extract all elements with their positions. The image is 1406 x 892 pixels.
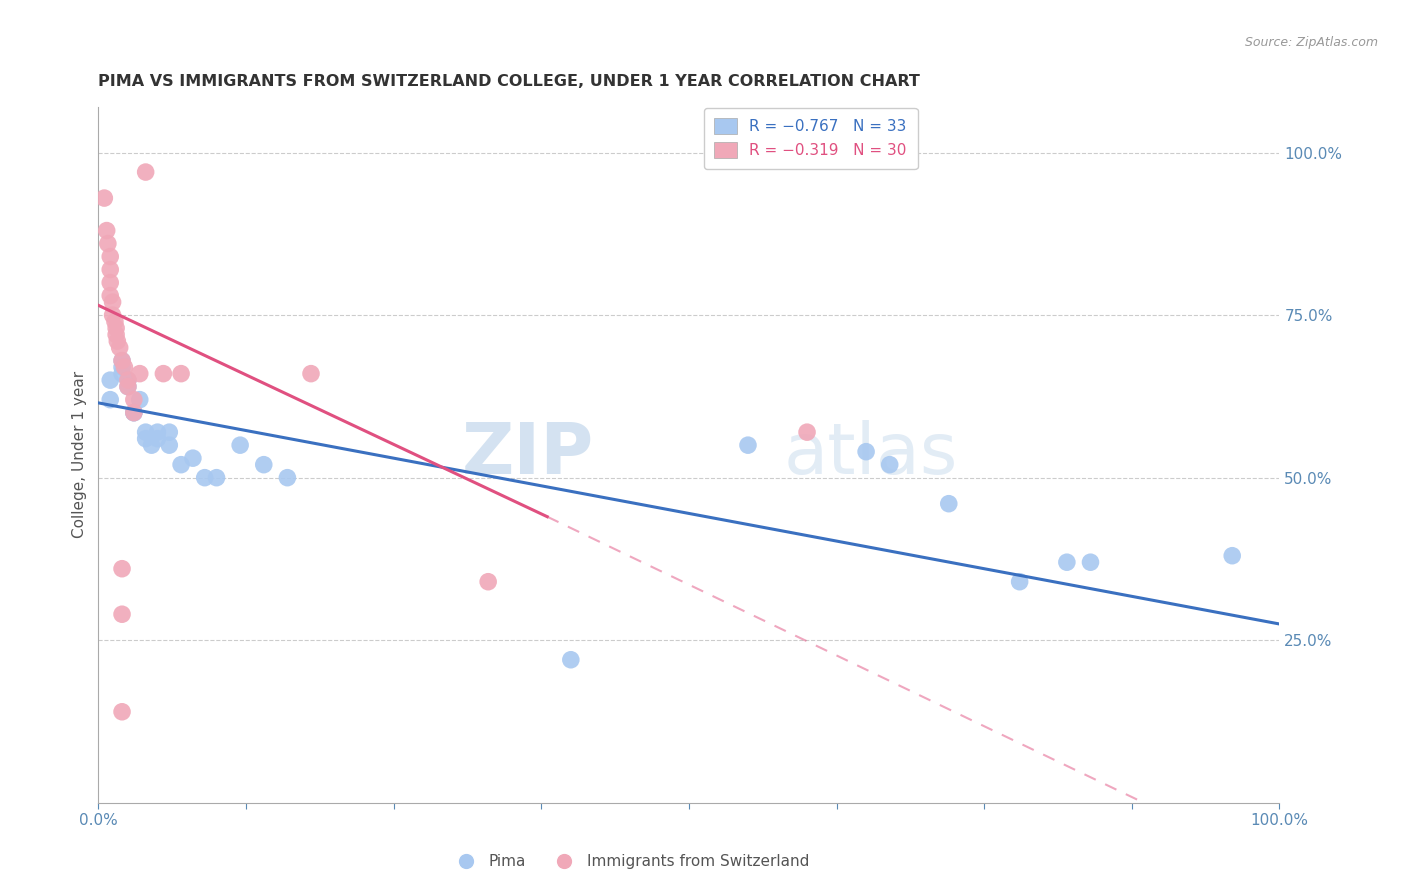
Point (299, 367, 322, 381)
Point (112, 360, 135, 375)
Point (111, 353, 134, 368)
Point (122, 406, 145, 420)
Point (105, 321, 128, 335)
Point (111, 607, 134, 622)
Point (157, 438, 180, 452)
Point (98, 288, 121, 302)
Point (101, 295, 124, 310)
Point (128, 392, 150, 407)
Point (135, 432, 157, 446)
Point (276, 471, 298, 485)
Point (796, 425, 818, 439)
Point (93, 191, 115, 205)
Point (117, 373, 139, 387)
Point (229, 438, 252, 452)
Text: atlas: atlas (783, 420, 957, 490)
Point (170, 367, 193, 381)
Point (122, 406, 145, 420)
Point (157, 425, 180, 439)
Point (205, 471, 228, 485)
Point (98, 250, 121, 264)
Point (111, 360, 134, 375)
Point (938, 497, 960, 511)
Point (879, 458, 901, 472)
Point (253, 458, 276, 472)
Point (98, 262, 121, 277)
Point (122, 392, 145, 407)
Text: ZIP: ZIP (463, 420, 595, 490)
Point (152, 367, 174, 381)
Point (105, 327, 128, 342)
Point (146, 425, 169, 439)
Point (141, 438, 163, 452)
Point (97, 236, 120, 251)
Point (117, 379, 139, 393)
Point (194, 471, 217, 485)
Point (170, 458, 193, 472)
Point (117, 373, 139, 387)
Point (111, 705, 134, 719)
Point (1008, 574, 1031, 589)
Point (146, 432, 169, 446)
Point (117, 379, 139, 393)
Point (1080, 555, 1102, 569)
Point (560, 653, 582, 667)
Point (108, 341, 131, 355)
Point (122, 406, 145, 420)
Point (1220, 549, 1243, 563)
Point (98, 276, 121, 290)
Point (96, 224, 118, 238)
Point (105, 334, 128, 348)
Point (181, 451, 204, 466)
Point (477, 574, 499, 589)
Text: PIMA VS IMMIGRANTS FROM SWITZERLAND COLLEGE, UNDER 1 YEAR CORRELATION CHART: PIMA VS IMMIGRANTS FROM SWITZERLAND COLL… (98, 74, 921, 89)
Point (111, 353, 134, 368)
Point (1056, 555, 1078, 569)
Point (111, 367, 134, 381)
Y-axis label: College, Under 1 year: College, Under 1 year (72, 371, 87, 539)
Point (135, 425, 157, 439)
Point (135, 165, 157, 179)
Point (104, 315, 127, 329)
Point (101, 308, 124, 322)
Point (98, 373, 121, 387)
Point (128, 367, 150, 381)
Text: Source: ZipAtlas.com: Source: ZipAtlas.com (1244, 36, 1378, 49)
Point (111, 562, 134, 576)
Point (855, 444, 877, 458)
Point (737, 438, 759, 452)
Point (98, 392, 121, 407)
Legend: Pima, Immigrants from Switzerland: Pima, Immigrants from Switzerland (444, 848, 815, 875)
